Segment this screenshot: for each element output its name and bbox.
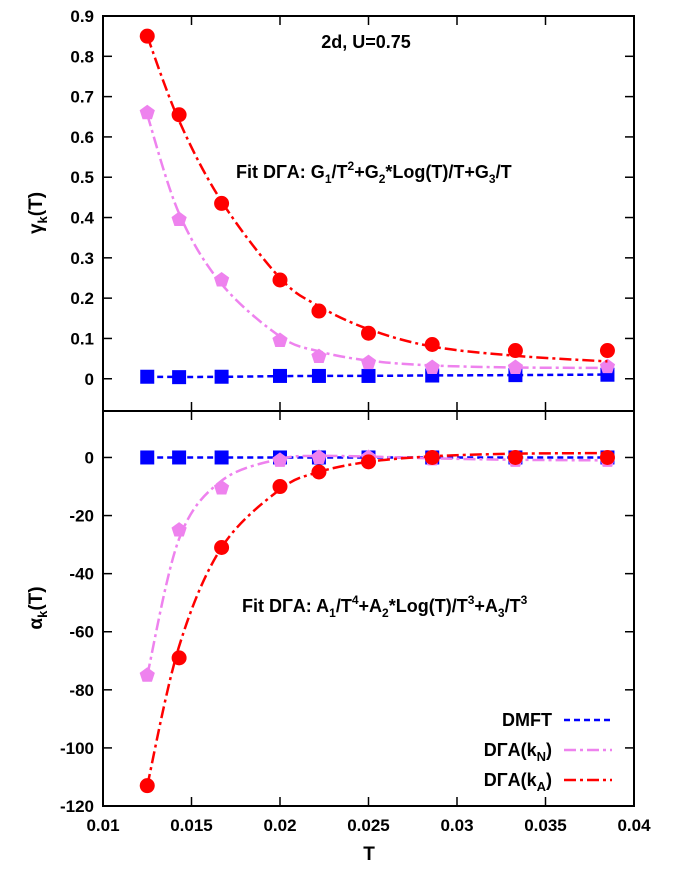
data-point-circle <box>424 449 440 465</box>
data-point-pentagon <box>360 354 377 370</box>
x-tick-label: 0.01 <box>86 816 119 835</box>
data-point-pentagon <box>272 332 288 347</box>
legend-label: DΓA(kA) <box>484 770 552 794</box>
data-point-circle <box>311 303 327 319</box>
data-point-circle <box>139 778 155 794</box>
data-point-square <box>140 450 155 465</box>
legend-label: DMFT <box>502 710 552 730</box>
y-tick-label: 0.7 <box>70 88 94 107</box>
y-tick-label: -80 <box>69 681 94 700</box>
y-tick-label: -60 <box>69 623 94 642</box>
y-tick-label: 0.1 <box>70 329 94 348</box>
fit-curve-circle <box>146 451 608 786</box>
annotation-fit-gamma: Fit DΓA: G1/T2+G2*Log(T)/T+G3/T <box>236 159 512 186</box>
data-point-square <box>214 369 229 384</box>
data-point-circle <box>171 107 187 123</box>
data-point-circle <box>507 343 523 359</box>
top-panel-ticks: 0 0.1 0.2 0.3 0.4 0.5 0.6 0.7 0.8 0.9 <box>70 7 635 411</box>
data-point-circle <box>272 479 288 495</box>
y-tick-label: 0.5 <box>70 168 94 187</box>
y-tick-label: -40 <box>69 565 94 584</box>
data-point-circle <box>361 325 376 341</box>
legend: DMFT DΓA(kN) DΓA(kA) <box>484 710 612 794</box>
data-point-pentagon <box>424 359 440 374</box>
y-tick-label: 0.8 <box>70 47 94 66</box>
data-point-pentagon <box>139 667 155 682</box>
x-axis-label: T <box>363 844 375 865</box>
data-point-square <box>172 370 187 385</box>
data-point-square <box>140 369 155 384</box>
data-point-pentagon <box>311 348 327 364</box>
legend-label: DΓA(kN) <box>484 740 552 764</box>
y-tick-label: 0.9 <box>70 7 94 26</box>
x-tick-label: 0.015 <box>170 816 213 835</box>
data-point-pentagon <box>171 522 187 537</box>
data-point-square <box>273 368 287 383</box>
fit-curve-pentagon <box>146 114 608 370</box>
data-point-square <box>361 368 376 383</box>
data-point-pentagon <box>272 452 288 467</box>
x-tick-label: 0.02 <box>263 816 296 835</box>
data-point-pentagon <box>507 359 524 374</box>
y-tick-label: 0.6 <box>70 128 94 147</box>
annotation-title: 2d, U=0.75 <box>321 32 411 52</box>
data-point-pentagon <box>139 104 155 120</box>
y-tick-label: 0 <box>85 370 94 389</box>
x-tick-label: 0.04 <box>617 816 651 835</box>
data-point-pentagon <box>599 358 616 374</box>
data-point-circle <box>171 650 187 666</box>
bottom-panel-ticks: -120 -100 -80 -60 -40 -20 0 0.01 0.015 0.02 0.025 0… <box>60 411 651 835</box>
data-point-circle <box>599 449 615 465</box>
top-y-axis-label: γk(T) <box>26 192 50 234</box>
data-point-circle <box>214 540 230 556</box>
data-point-circle <box>139 28 155 44</box>
y-tick-label: 0.2 <box>70 289 94 308</box>
x-tick-label: 0.03 <box>440 816 473 835</box>
y-tick-label: 0 <box>85 448 94 467</box>
y-tick-label: -100 <box>60 739 94 758</box>
y-tick-label: -120 <box>60 797 94 816</box>
data-point-pentagon <box>171 211 187 227</box>
data-point-circle <box>311 464 327 480</box>
data-point-square <box>172 450 187 465</box>
data-point-pentagon <box>213 272 230 287</box>
data-point-circle <box>361 454 376 470</box>
data-point-square <box>311 368 326 383</box>
data-point-circle <box>214 195 230 211</box>
y-tick-label: -20 <box>69 507 94 526</box>
data-point-circle <box>599 343 615 359</box>
data-point-circle <box>507 449 523 465</box>
y-tick-label: 0.4 <box>70 209 94 228</box>
bottom-y-axis-label: αk(T) <box>26 586 50 629</box>
bottom-panel-series <box>139 449 616 794</box>
data-point-circle <box>424 336 440 352</box>
top-panel-series <box>139 28 616 385</box>
data-point-circle <box>272 272 288 288</box>
data-point-pentagon <box>213 479 230 495</box>
y-tick-label: 0.3 <box>70 249 94 268</box>
annotation-fit-alpha: Fit DΓA: A1/T4+A2*Log(T)/T3+A3/T3 <box>242 593 528 620</box>
x-tick-label: 0.035 <box>524 816 567 835</box>
x-tick-label: 0.025 <box>347 816 390 835</box>
data-point-square <box>214 450 229 465</box>
data-point-pentagon <box>311 449 327 464</box>
